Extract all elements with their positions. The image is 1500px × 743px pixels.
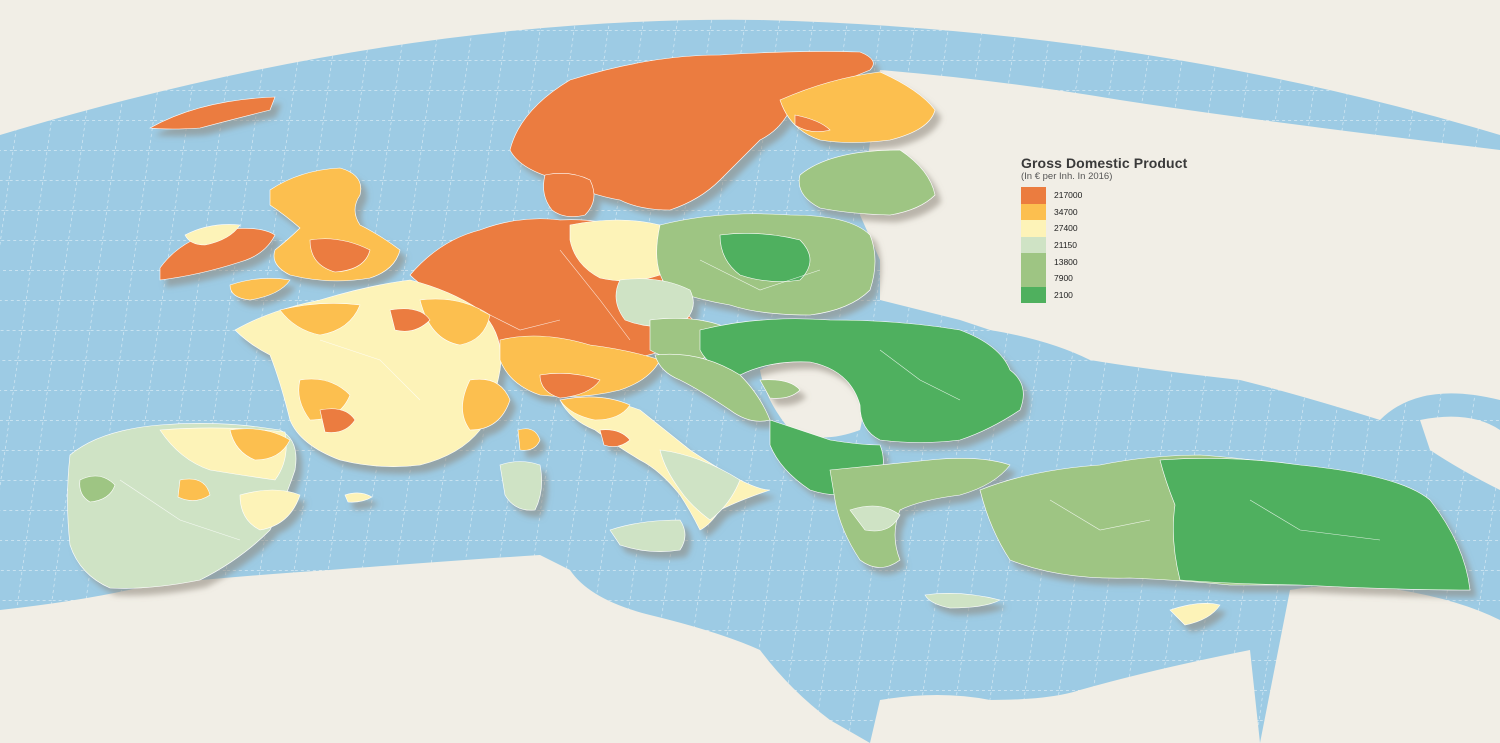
legend-class: 34700 (1021, 203, 1221, 221)
legend-class: 13800 (1021, 253, 1221, 270)
region-east-germany (569, 219, 668, 282)
region-crete (924, 593, 1001, 609)
legend-swatch (1021, 286, 1046, 304)
region-greece (829, 458, 1011, 568)
region-cyprus (1169, 603, 1221, 626)
data-regions (67, 51, 1471, 626)
legend-swatch (1021, 220, 1046, 237)
legend-title: Gross Domestic Product (1021, 155, 1188, 171)
legend-class: 21150 (1021, 236, 1221, 254)
region-baltics (798, 149, 936, 216)
region-sicily (609, 519, 686, 552)
legend-label: 34700 (1054, 206, 1078, 217)
non-data-land (0, 70, 1500, 743)
legend-swatch (1021, 203, 1046, 221)
legend-label: 7900 (1054, 273, 1073, 284)
legend-swatch (1021, 253, 1046, 270)
legend-class: 217000 (1021, 187, 1221, 204)
region-denmark (543, 173, 595, 217)
legend-class: 27400 (1021, 220, 1221, 237)
legend-swatch (1021, 236, 1046, 254)
legend-label: 13800 (1054, 256, 1078, 267)
region-sardinia (499, 461, 542, 511)
legend-label: 2100 (1054, 289, 1073, 300)
legend-swatch (1021, 269, 1046, 287)
region-corsica (517, 428, 541, 451)
legend-swatch (1021, 187, 1046, 204)
region-eastern-europe (699, 318, 1024, 443)
region-iceland (149, 96, 276, 130)
region-alps (499, 335, 661, 397)
legend-classes: 217000 34700 27400 21150 13800 7900 2100 (1021, 187, 1221, 304)
legend-label: 27400 (1054, 223, 1078, 234)
legend-label: 21150 (1054, 240, 1078, 251)
legend-class: 2100 (1021, 286, 1221, 304)
legend-class: 7900 (1021, 269, 1221, 287)
legend: Gross Domestic Product (In € per Inh. In… (1021, 155, 1221, 304)
region-borders (119, 249, 1381, 541)
legend-subtitle: (In € per Inh. In 2016) (1021, 171, 1113, 182)
legend-label: 217000 (1054, 190, 1083, 201)
